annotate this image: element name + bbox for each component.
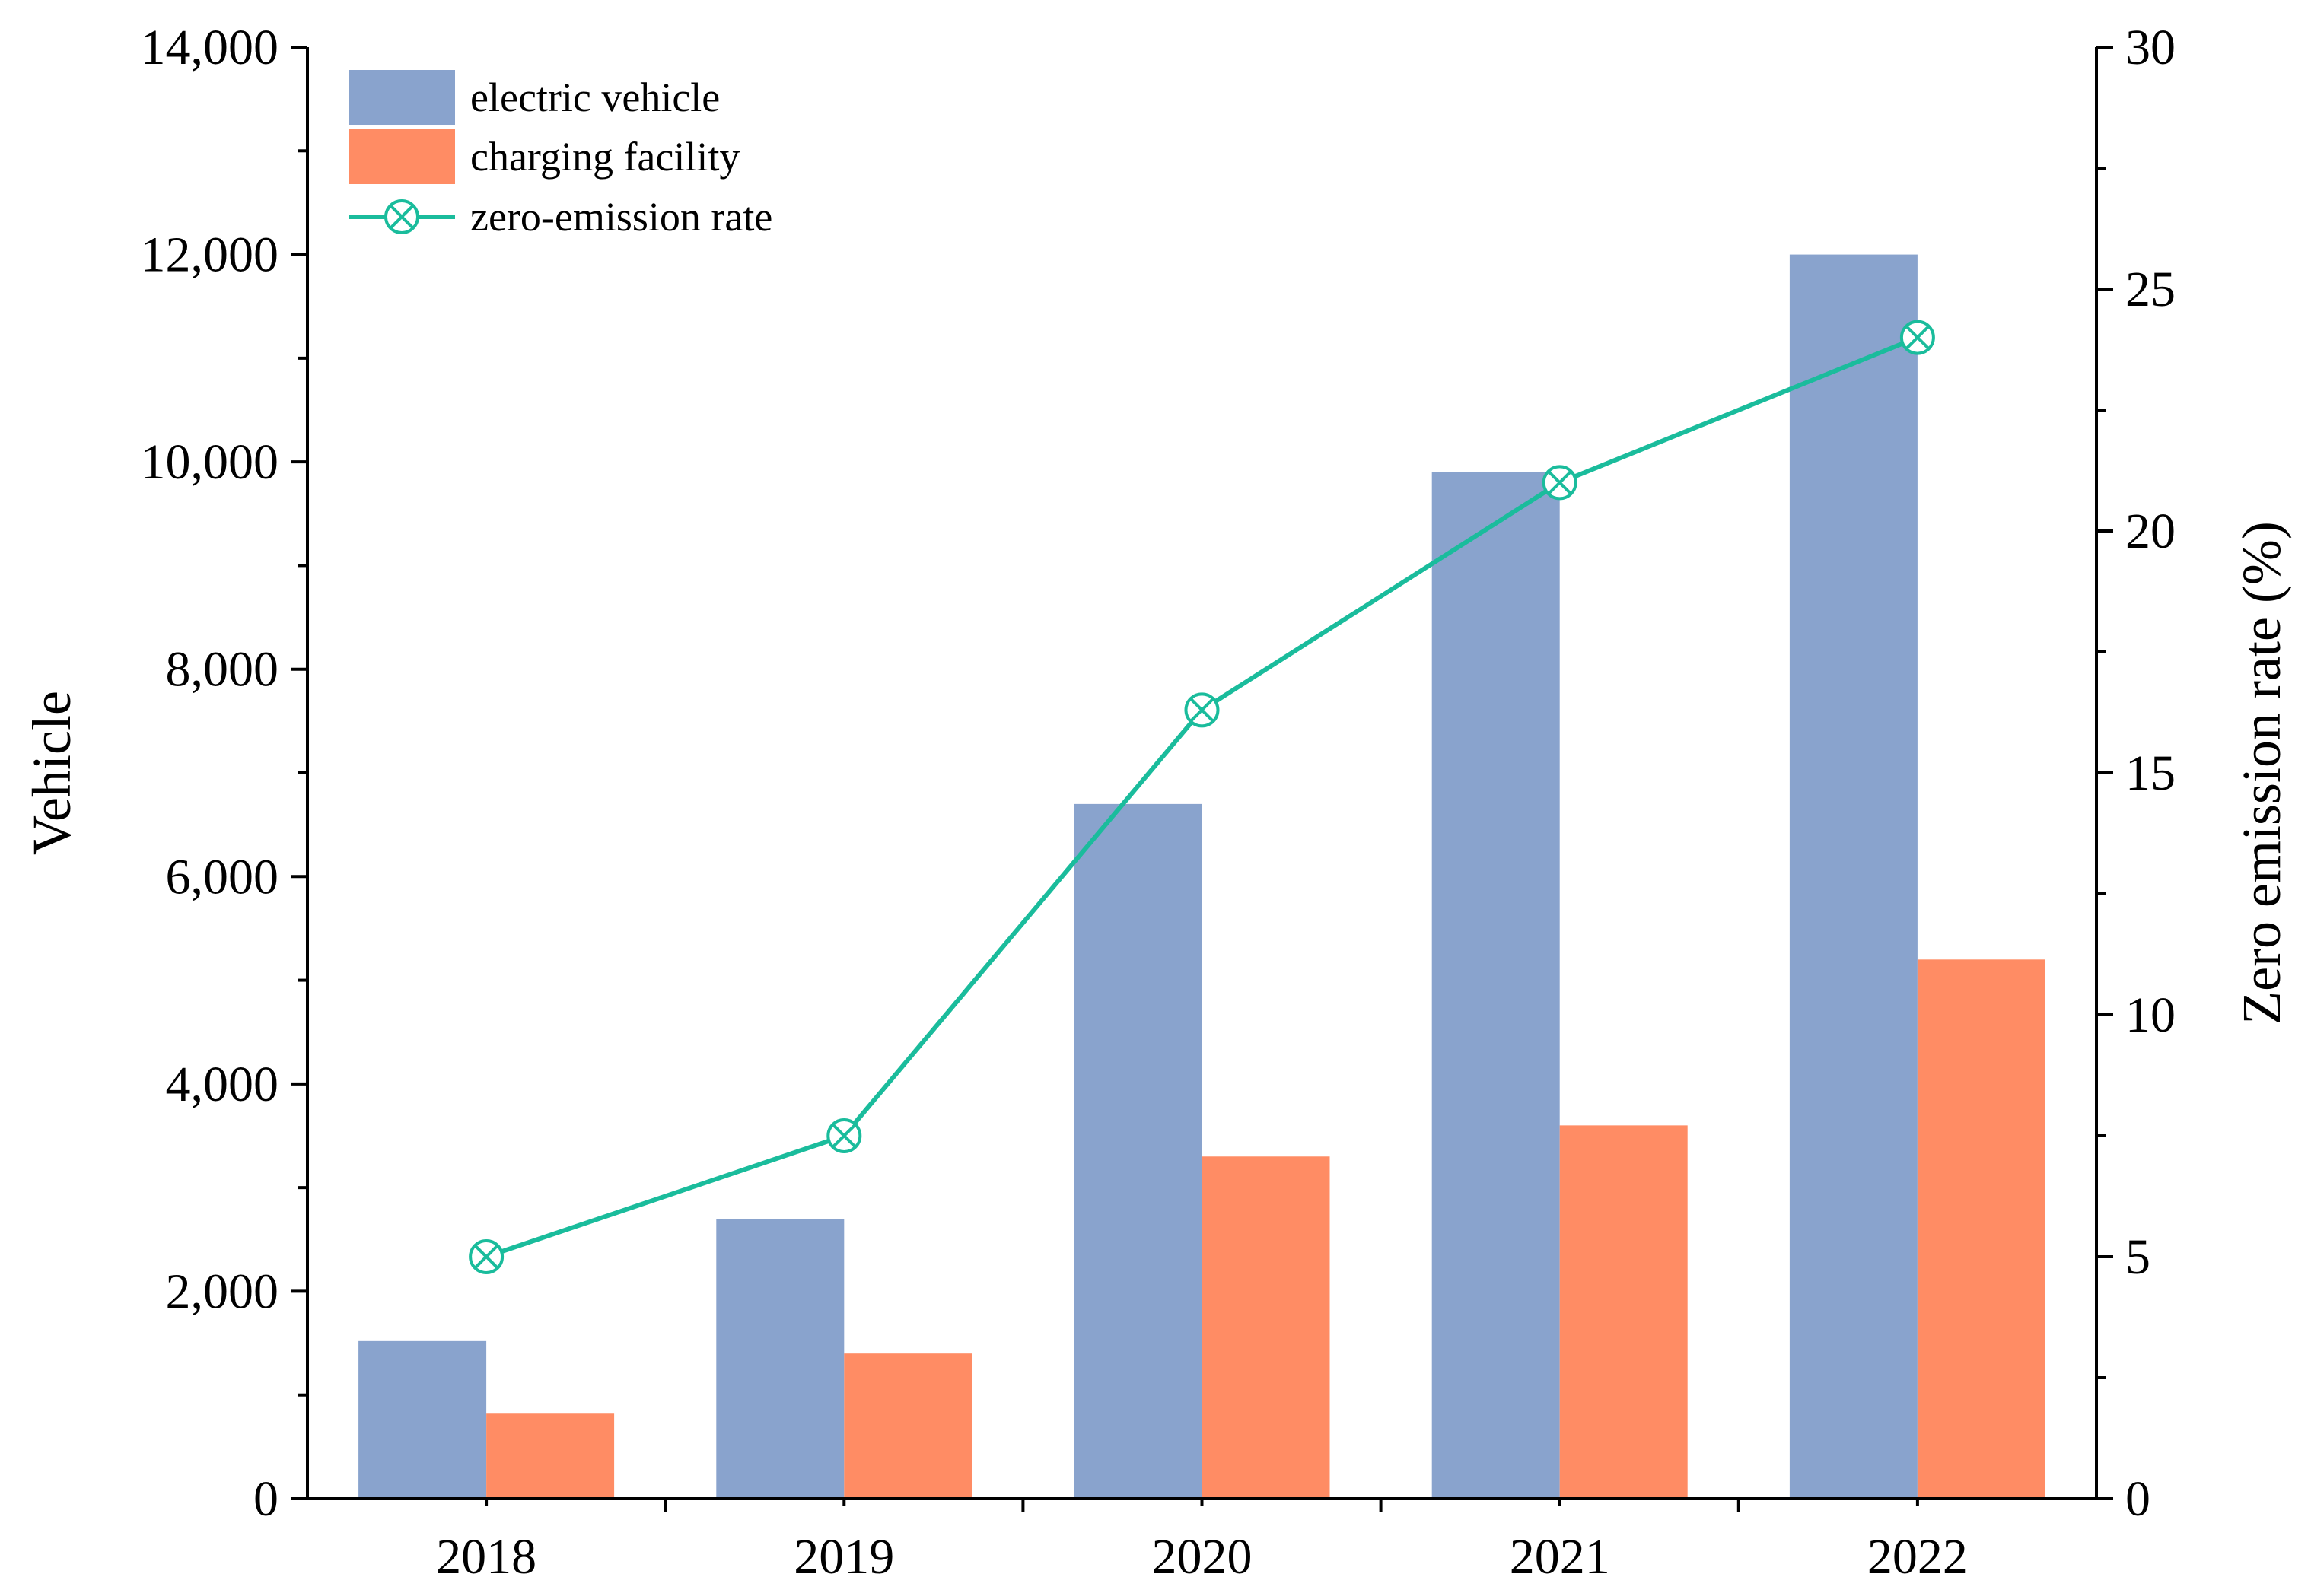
x-tick-label-2019: 2019 bbox=[794, 1529, 894, 1585]
bar-electric-vehicle-2018 bbox=[358, 1340, 487, 1499]
bar-charging-facility-2022 bbox=[1917, 959, 2045, 1499]
legend-label: electric vehicle bbox=[470, 75, 720, 120]
legend-marker-cross-b bbox=[389, 204, 415, 230]
y-left-tick-label: 12,000 bbox=[141, 227, 279, 283]
bar-electric-vehicle-2021 bbox=[1431, 472, 1560, 1499]
bar-charging-facility-2018 bbox=[486, 1413, 615, 1499]
marker-zero-emission-rate-2022 bbox=[1899, 320, 1935, 355]
y-right-tick-label: 30 bbox=[2125, 20, 2176, 75]
marker-zero-emission-rate-2020 bbox=[1184, 692, 1220, 728]
y-left-tick-label: 14,000 bbox=[141, 20, 279, 75]
bar-electric-vehicle-2022 bbox=[1789, 254, 1918, 1499]
x-tick-label-2018: 2018 bbox=[436, 1529, 536, 1585]
y-left-tick-label: 6,000 bbox=[166, 849, 279, 905]
marker-zero-emission-rate-2021 bbox=[1542, 465, 1577, 501]
bar-charging-facility-2021 bbox=[1559, 1125, 1688, 1499]
y-right-tick-label: 0 bbox=[2125, 1471, 2150, 1527]
x-tick-label-2022: 2022 bbox=[1867, 1529, 1968, 1585]
legend-label: zero-emission rate bbox=[470, 194, 772, 240]
y-axis-title: Vehicle bbox=[21, 691, 82, 855]
y-right-tick-label: 20 bbox=[2125, 504, 2176, 559]
legend-swatch-charging-facility bbox=[349, 129, 455, 184]
line-layer bbox=[469, 320, 1935, 1274]
y-left-tick-label: 4,000 bbox=[166, 1057, 279, 1112]
y-left-tick-label: 8,000 bbox=[166, 642, 279, 698]
marker-cross-b bbox=[1189, 698, 1214, 723]
x-tick-label-2020: 2020 bbox=[1152, 1529, 1253, 1585]
y-right-tick-label: 5 bbox=[2125, 1229, 2150, 1285]
marker-cross-b bbox=[832, 1123, 857, 1149]
marker-cross-b bbox=[1547, 470, 1572, 495]
marker-cross-b bbox=[473, 1244, 499, 1270]
bars-layer bbox=[358, 254, 2045, 1499]
legend: electric vehicle charging facility zero-em… bbox=[349, 70, 772, 240]
bar-charging-facility-2019 bbox=[844, 1353, 972, 1499]
y-left-tick-label: 10,000 bbox=[141, 434, 279, 490]
legend-swatch-electric-vehicle bbox=[349, 70, 455, 125]
y-right-tick-label: 15 bbox=[2125, 746, 2176, 801]
labels-layer: 0 2,000 4,000 6,000 8,000 10,000 12,000 14,000 0… bbox=[21, 20, 2292, 1585]
bar-electric-vehicle-2020 bbox=[1074, 803, 1202, 1499]
legend-item-charging-facility: charging facility bbox=[349, 129, 740, 184]
marker-cross-b bbox=[1905, 325, 1931, 350]
x-tick-label-2021: 2021 bbox=[1510, 1529, 1610, 1585]
legend-item-electric-vehicle: electric vehicle bbox=[349, 70, 720, 125]
bar-charging-facility-2020 bbox=[1202, 1156, 1330, 1499]
bar-electric-vehicle-2019 bbox=[716, 1219, 845, 1499]
y-right-tick-label: 25 bbox=[2125, 262, 2176, 317]
y-axis-right-title: Zero emission rate (%) bbox=[2231, 521, 2292, 1025]
y-left-tick-label: 0 bbox=[253, 1471, 279, 1527]
legend-label: charging facility bbox=[470, 134, 740, 180]
axes-layer bbox=[291, 46, 2113, 1512]
y-left-tick-label: 2,000 bbox=[166, 1264, 279, 1319]
y-right-tick-label: 10 bbox=[2125, 987, 2176, 1043]
marker-zero-emission-rate-2018 bbox=[469, 1239, 505, 1274]
legend-item-zero-emission-rate: zero-emission rate bbox=[349, 194, 772, 240]
marker-zero-emission-rate-2019 bbox=[826, 1118, 862, 1153]
